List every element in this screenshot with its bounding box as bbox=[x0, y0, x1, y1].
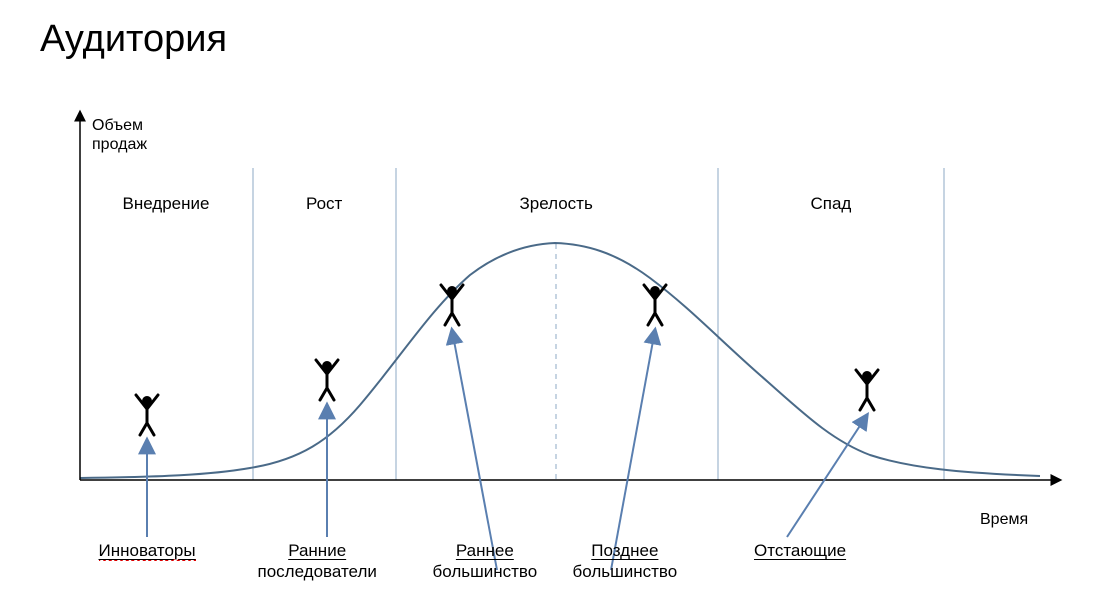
stage-label: Спад bbox=[811, 194, 852, 214]
audience-label: Позднеебольшинство bbox=[573, 540, 678, 583]
x-axis-label: Время bbox=[980, 510, 1028, 529]
stage-label: Внедрение bbox=[123, 194, 210, 214]
lifecycle-chart bbox=[0, 0, 1095, 607]
person-icon bbox=[441, 285, 463, 325]
audience-label: Раннеебольшинство bbox=[433, 540, 538, 583]
audience-label: Ранниепоследователи bbox=[258, 540, 377, 583]
person-icon bbox=[316, 360, 338, 400]
audience-label: Инноваторы bbox=[99, 540, 196, 561]
person-icon bbox=[644, 285, 666, 325]
audience-arrow bbox=[611, 330, 655, 570]
sales-curve bbox=[80, 243, 1040, 478]
audience-arrow bbox=[452, 330, 497, 570]
stage-label: Зрелость bbox=[520, 194, 593, 214]
audience-label: Отстающие bbox=[754, 540, 846, 561]
person-icon bbox=[136, 395, 158, 435]
y-axis-label: Объем продаж bbox=[92, 116, 147, 154]
stage-label: Рост bbox=[306, 194, 342, 214]
audience-arrow bbox=[787, 415, 867, 537]
person-icon bbox=[856, 370, 878, 410]
